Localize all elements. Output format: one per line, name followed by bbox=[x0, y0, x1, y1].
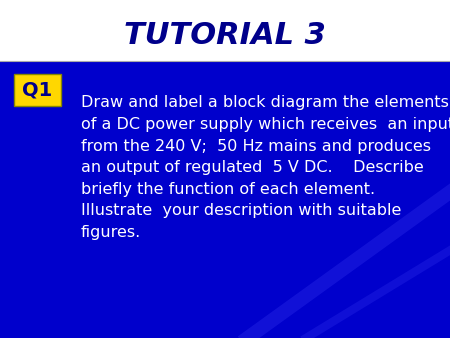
Text: Draw and label a block diagram the elements
of a DC power supply which receives : Draw and label a block diagram the eleme… bbox=[81, 95, 450, 240]
Bar bbox=[14, 74, 61, 106]
Text: TUTORIAL 3: TUTORIAL 3 bbox=[124, 21, 326, 50]
Bar bbox=[0, 61, 450, 338]
Bar bbox=[0, 0, 450, 61]
Text: Q1: Q1 bbox=[22, 81, 52, 100]
